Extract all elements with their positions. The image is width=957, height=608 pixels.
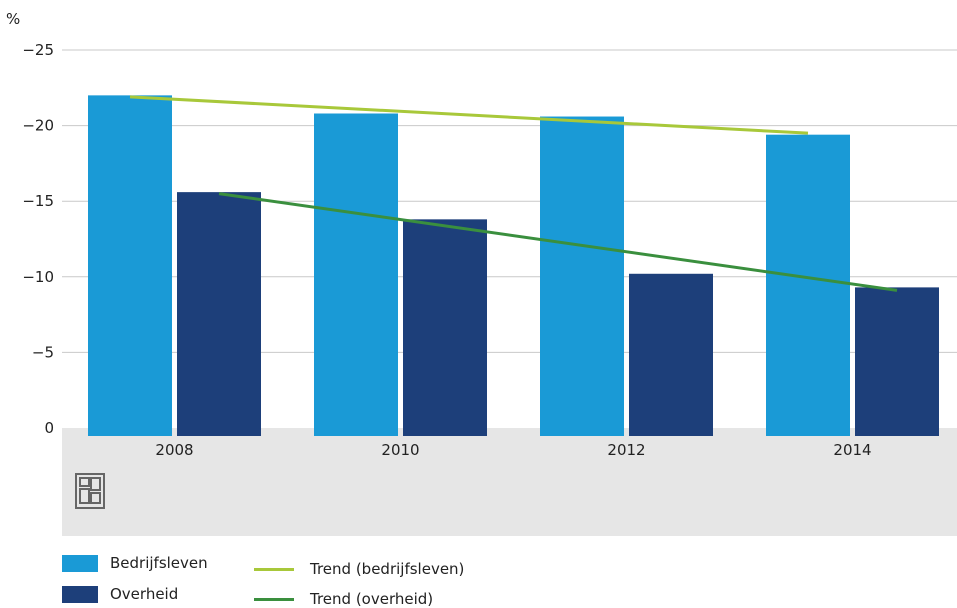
trend-line-bedrijfsleven bbox=[129, 95, 809, 135]
category-labels: 2008 2010 2012 2014 bbox=[155, 441, 871, 459]
category-label: 2010 bbox=[381, 441, 419, 459]
legend-item-trend-overheid: Trend (overheid) bbox=[254, 590, 433, 608]
legend-label-trend-overheid: Trend (overheid) bbox=[310, 590, 434, 608]
trend-lines bbox=[129, 95, 898, 292]
cbs-logo-icon bbox=[75, 473, 105, 509]
x-axis-band bbox=[62, 428, 957, 536]
legend-label-trend-bedrijfsleven: Trend (bedrijfsleven) bbox=[310, 560, 465, 578]
legend-swatch-overheid bbox=[62, 585, 98, 603]
legend-line-trend-bedrijfsleven bbox=[254, 567, 294, 571]
y-tick-label: −10 bbox=[22, 268, 54, 286]
category-label: 2014 bbox=[833, 441, 871, 459]
bar-overheid bbox=[855, 287, 939, 436]
legend-swatch-bedrijfsleven bbox=[62, 554, 98, 572]
trend-line-overheid bbox=[218, 192, 898, 292]
bar-overheid bbox=[177, 192, 261, 436]
bar-overheid bbox=[629, 273, 713, 436]
y-tick-label: −25 bbox=[22, 41, 54, 59]
bar-bedrijfsleven bbox=[766, 134, 850, 436]
bar-bedrijfsleven bbox=[540, 116, 624, 436]
y-tick-label: 0 bbox=[44, 419, 54, 437]
y-tick-label: −5 bbox=[32, 343, 54, 361]
bars bbox=[88, 95, 939, 437]
bar-bedrijfsleven bbox=[314, 113, 398, 436]
legend-item-overheid: Overheid bbox=[62, 585, 178, 603]
legend: Bedrijfsleven Overheid Trend (bedrijfsle… bbox=[62, 548, 662, 608]
bar-overheid bbox=[403, 219, 487, 436]
legend-item-bedrijfsleven: Bedrijfsleven bbox=[62, 554, 208, 572]
y-axis-unit: % bbox=[6, 10, 20, 28]
legend-label-bedrijfsleven: Bedrijfsleven bbox=[110, 554, 208, 572]
legend-line-trend-overheid bbox=[254, 597, 294, 601]
y-tick-label: −15 bbox=[22, 192, 54, 210]
category-label: 2012 bbox=[607, 441, 645, 459]
legend-label-overheid: Overheid bbox=[110, 585, 179, 603]
y-axis-ticks: 0 −5 −10 −15 −20 −25 bbox=[22, 41, 54, 437]
legend-item-trend-bedrijfsleven: Trend (bedrijfsleven) bbox=[254, 560, 464, 578]
bar-bedrijfsleven bbox=[88, 95, 172, 437]
y-tick-label: −20 bbox=[22, 117, 54, 135]
category-label: 2008 bbox=[155, 441, 193, 459]
